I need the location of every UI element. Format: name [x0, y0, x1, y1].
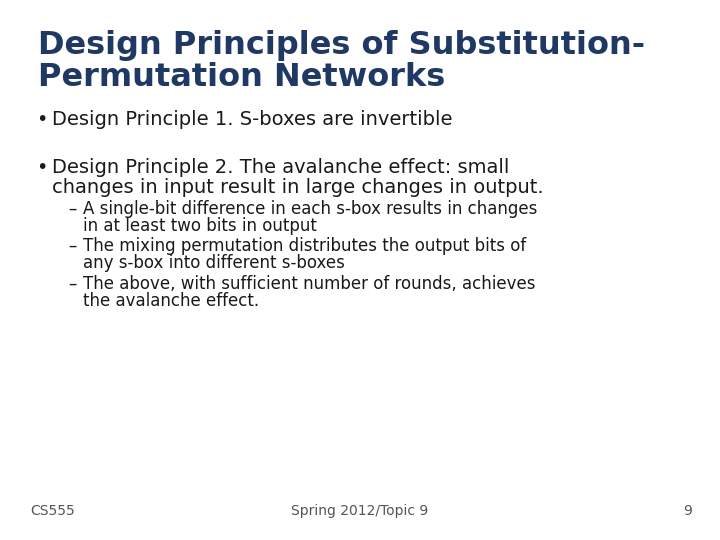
Text: –: –: [68, 200, 76, 218]
Text: Design Principle 1. S-boxes are invertible: Design Principle 1. S-boxes are invertib…: [52, 110, 452, 129]
Text: –: –: [68, 237, 76, 255]
Text: changes in input result in large changes in output.: changes in input result in large changes…: [52, 178, 544, 197]
Text: •: •: [36, 110, 48, 129]
Text: 9: 9: [683, 504, 692, 518]
Text: A single-bit difference in each s-box results in changes: A single-bit difference in each s-box re…: [83, 200, 537, 218]
Text: The mixing permutation distributes the output bits of: The mixing permutation distributes the o…: [83, 237, 526, 255]
Text: the avalanche effect.: the avalanche effect.: [83, 292, 259, 310]
Text: •: •: [36, 158, 48, 177]
Text: in at least two bits in output: in at least two bits in output: [83, 217, 317, 235]
Text: any s-box into different s-boxes: any s-box into different s-boxes: [83, 254, 345, 272]
Text: Design Principles of Substitution-: Design Principles of Substitution-: [38, 30, 645, 61]
Text: Spring 2012/Topic 9: Spring 2012/Topic 9: [292, 504, 428, 518]
Text: Permutation Networks: Permutation Networks: [38, 62, 445, 93]
Text: The above, with sufficient number of rounds, achieves: The above, with sufficient number of rou…: [83, 275, 536, 293]
Text: Design Principle 2. The avalanche effect: small: Design Principle 2. The avalanche effect…: [52, 158, 509, 177]
Text: CS555: CS555: [30, 504, 75, 518]
Text: –: –: [68, 275, 76, 293]
